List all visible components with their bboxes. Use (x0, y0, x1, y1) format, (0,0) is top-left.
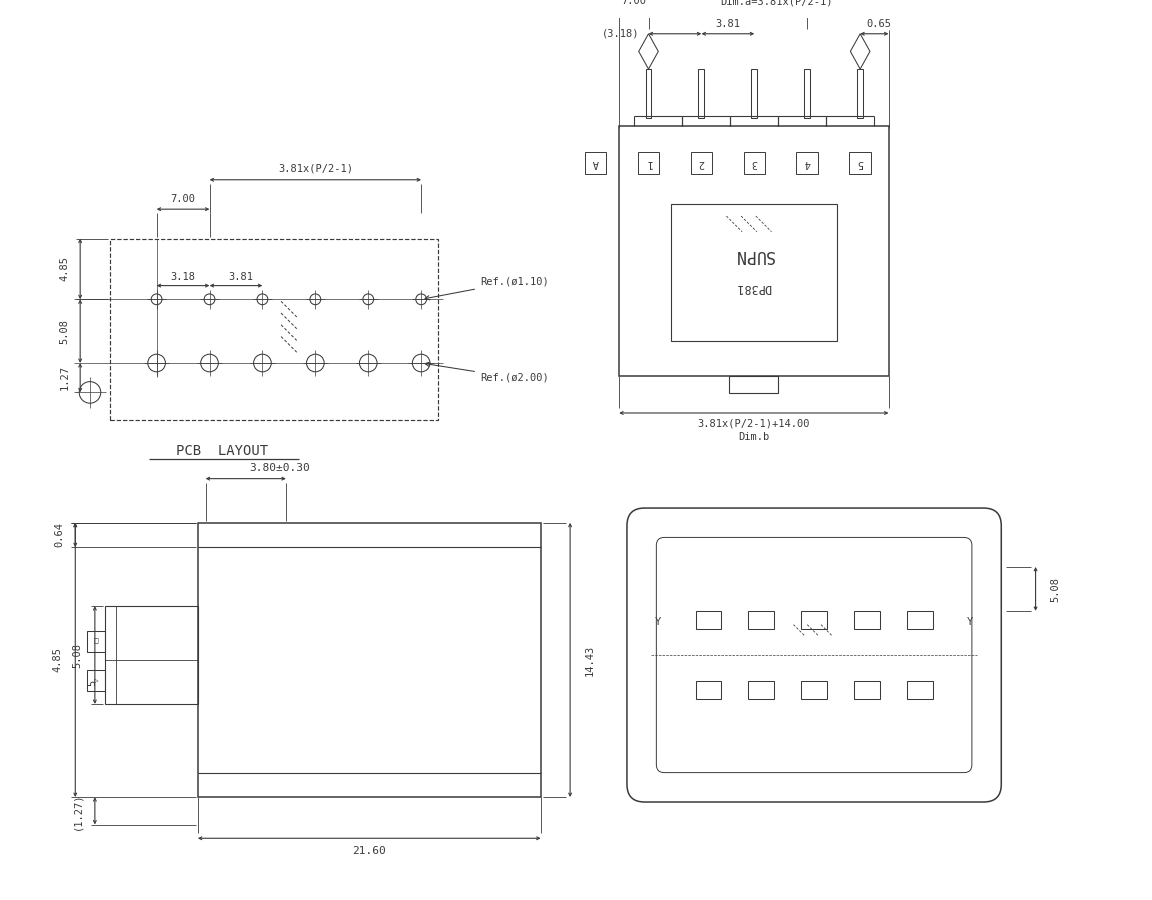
Bar (619, 126, 888, 376)
Bar (857, 69, 863, 118)
Text: A: A (592, 158, 599, 168)
Text: Ref.(ø1.10): Ref.(ø1.10) (425, 276, 548, 300)
Bar (751, 69, 757, 118)
Text: (1.27): (1.27) (73, 792, 82, 830)
Text: 3.81x(P/2-1): 3.81x(P/2-1) (278, 164, 353, 174)
Text: Y: Y (967, 616, 973, 626)
Bar (88, 670, 105, 691)
Text: 3: 3 (751, 158, 758, 168)
Bar (855, 681, 880, 699)
Text: (3.18): (3.18) (602, 29, 639, 39)
Bar (88, 631, 105, 652)
Text: 21.60: 21.60 (353, 846, 386, 856)
Bar (908, 611, 933, 628)
Text: 5.08: 5.08 (60, 319, 69, 344)
Text: 3.80±0.30: 3.80±0.30 (250, 463, 310, 473)
Text: 0.65: 0.65 (866, 19, 892, 29)
Bar (802, 681, 827, 699)
Bar (855, 611, 880, 628)
Bar (696, 681, 721, 699)
Text: 3.18: 3.18 (170, 272, 196, 282)
Bar (743, 152, 765, 174)
Text: 4.85: 4.85 (60, 256, 69, 282)
Text: SUPN: SUPN (734, 247, 774, 265)
Bar (585, 152, 606, 174)
Bar (198, 523, 540, 797)
Bar (691, 152, 712, 174)
Text: 4.85: 4.85 (53, 647, 62, 672)
Bar (749, 681, 774, 699)
Text: Y: Y (655, 616, 661, 626)
Bar (645, 69, 651, 118)
Text: 3.81: 3.81 (228, 272, 253, 282)
Text: 5.08: 5.08 (1051, 577, 1060, 602)
Bar (804, 69, 810, 118)
Text: 1.27: 1.27 (60, 365, 69, 391)
Text: 7.00: 7.00 (170, 194, 196, 204)
Text: Ref.(ø2.00): Ref.(ø2.00) (425, 362, 548, 382)
Text: 14.43: 14.43 (585, 644, 594, 676)
Bar (796, 152, 818, 174)
Text: 5.08: 5.08 (73, 643, 82, 668)
Bar (638, 152, 659, 174)
Bar (670, 204, 838, 341)
Bar (749, 611, 774, 628)
Text: 7.00: 7.00 (621, 0, 646, 6)
Bar (696, 611, 721, 628)
Bar (729, 376, 779, 393)
Text: Dim.b: Dim.b (738, 433, 770, 443)
Text: 4: 4 (804, 158, 810, 168)
Text: 5: 5 (86, 680, 97, 686)
Text: ▷: ▷ (93, 676, 98, 685)
Bar (105, 606, 198, 704)
Bar (908, 681, 933, 699)
Text: 1: 1 (645, 158, 652, 168)
Text: □: □ (93, 637, 98, 646)
Text: Dim.a=3.81x(P/2-1): Dim.a=3.81x(P/2-1) (721, 0, 833, 6)
Text: 3.81: 3.81 (715, 19, 741, 29)
Text: 5: 5 (857, 158, 863, 168)
Bar (109, 238, 438, 419)
Text: 2: 2 (698, 158, 705, 168)
Text: 0.64: 0.64 (54, 523, 65, 547)
Text: PCB  LAYOUT: PCB LAYOUT (176, 445, 268, 458)
Text: DP381: DP381 (736, 281, 772, 294)
Bar (849, 152, 871, 174)
Bar (802, 611, 827, 628)
Bar (698, 69, 704, 118)
Text: 3.81x(P/2-1)+14.00: 3.81x(P/2-1)+14.00 (698, 418, 810, 428)
